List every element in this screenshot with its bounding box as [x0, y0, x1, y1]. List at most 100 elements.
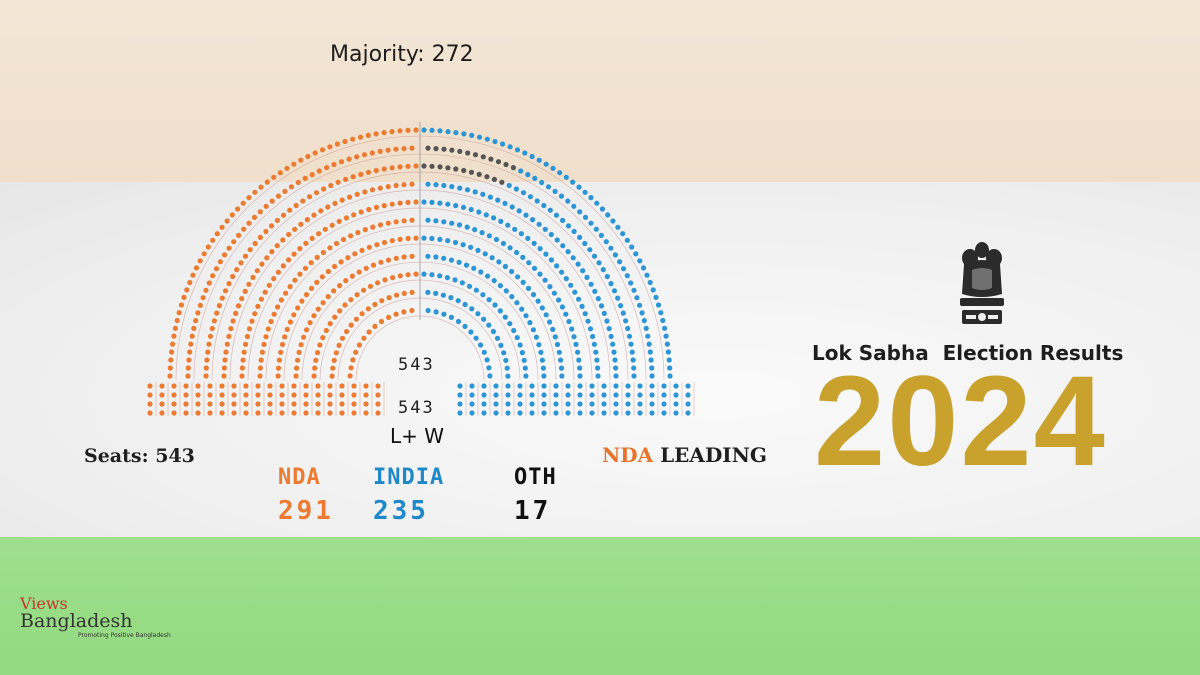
- seat-dot: [324, 165, 330, 171]
- seat-dot: [478, 269, 484, 275]
- seat-dot: [516, 208, 522, 214]
- seat-dot: [401, 309, 407, 315]
- seat-dot: [224, 341, 230, 347]
- seat-dot: [629, 349, 635, 355]
- seat-dot: [307, 320, 313, 326]
- seat-dot: [472, 189, 478, 195]
- seat-dot: [604, 273, 610, 280]
- seat-dot: [254, 268, 260, 274]
- seat-dot: [527, 320, 533, 326]
- seat-dot: [628, 341, 634, 347]
- party-india: INDIA 235: [373, 465, 444, 526]
- seat-dot: [592, 288, 598, 294]
- seat-dot: [309, 172, 315, 178]
- seat-dot: [664, 341, 671, 347]
- seat-dot: [347, 194, 353, 200]
- seat-dot: [243, 401, 249, 407]
- seat-dot: [565, 410, 571, 416]
- seat-dot: [303, 410, 309, 416]
- seat-dot: [457, 401, 463, 407]
- seat-dot: [363, 410, 369, 416]
- seat-dot: [558, 193, 565, 199]
- seat-dot: [429, 163, 435, 169]
- seat-dot: [363, 401, 369, 407]
- seat-dot: [462, 323, 468, 329]
- seat-dot: [246, 326, 253, 332]
- seat-dot: [296, 349, 302, 355]
- seat-dot: [373, 167, 379, 174]
- seat-dot: [346, 156, 352, 162]
- seat-dot: [486, 365, 492, 371]
- seat-dot: [171, 410, 177, 416]
- seat-dot: [472, 227, 478, 233]
- seat-dot: [469, 306, 475, 312]
- seat-dot: [186, 357, 192, 363]
- seat-dot: [515, 274, 521, 280]
- seat-dot: [463, 262, 470, 268]
- seat-dot: [363, 265, 369, 271]
- seat-dot: [488, 156, 494, 162]
- seat-dot: [271, 174, 277, 180]
- seat-dot: [413, 235, 419, 241]
- seat-dot: [405, 272, 411, 278]
- seat-dot: [183, 392, 189, 398]
- seat-dot: [316, 231, 322, 237]
- seat-dot: [505, 392, 511, 398]
- seat-dot: [587, 326, 594, 332]
- seat-dot: [519, 350, 525, 356]
- seat-dot: [637, 401, 643, 407]
- seat-dot: [631, 287, 637, 293]
- seat-dot: [425, 289, 431, 295]
- seat-dot: [413, 271, 419, 277]
- seat-dot: [461, 131, 467, 137]
- seat-dot: [350, 174, 356, 180]
- seats-label: Seats: 543: [84, 445, 195, 467]
- seat-dot: [507, 245, 513, 251]
- seat-dot: [560, 243, 566, 249]
- seat-dot: [486, 322, 492, 328]
- seat-dot: [348, 297, 354, 303]
- seat-dot: [401, 254, 407, 260]
- seat-dot: [319, 147, 326, 153]
- seat-dot: [293, 373, 299, 379]
- seat-dot: [543, 312, 549, 318]
- seat-dot: [340, 236, 347, 243]
- seat-dot: [649, 373, 655, 379]
- seat-dot: [332, 314, 338, 320]
- seat-dot: [282, 334, 288, 340]
- seat-dot: [234, 267, 240, 273]
- seat-dot: [298, 342, 304, 348]
- seat-dot: [649, 392, 655, 398]
- seat-dot: [377, 148, 383, 154]
- seat-dot: [565, 392, 571, 398]
- seat-dot: [282, 188, 288, 194]
- seat-dot: [239, 365, 245, 371]
- seat-dot: [251, 214, 258, 220]
- seat-dot: [252, 240, 258, 247]
- seat-dot: [685, 383, 691, 389]
- seat-dot: [291, 392, 297, 398]
- seat-dot: [615, 295, 621, 301]
- seat-dot: [188, 341, 194, 347]
- seat-dot: [222, 288, 229, 294]
- seat-dot: [625, 410, 631, 416]
- seat-dot: [351, 410, 357, 416]
- seat-dot: [246, 220, 252, 226]
- seat-dot: [647, 349, 653, 355]
- seat-dot: [327, 410, 333, 416]
- seat-dot: [366, 329, 372, 335]
- seat-dot: [523, 212, 529, 218]
- seat-dot: [190, 272, 196, 278]
- seat-dot: [452, 239, 459, 246]
- seat-dot: [216, 303, 222, 309]
- seat-dot: [229, 212, 235, 218]
- seat-dot: [598, 303, 605, 309]
- seat-dot: [497, 308, 503, 314]
- center-seat-count-bottom: 543: [398, 398, 435, 418]
- seat-dot: [363, 383, 369, 389]
- seat-dot: [568, 282, 574, 288]
- seat-dot: [342, 302, 348, 308]
- seat-dot: [267, 410, 273, 416]
- seat-dot: [494, 335, 501, 341]
- seat-dot: [448, 257, 455, 263]
